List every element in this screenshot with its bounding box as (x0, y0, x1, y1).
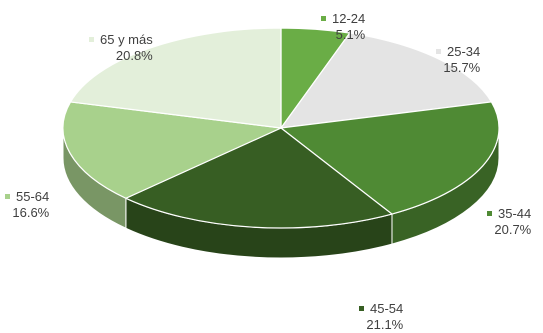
pie-slice-35-44 (279, 101, 500, 215)
slice-name-label: 12-24 (332, 11, 365, 26)
slice-name-label: 45-54 (370, 301, 403, 316)
pie-slice-45-54 (124, 127, 394, 229)
slice-value-label: 20.7% (494, 222, 531, 237)
slice-value-label: 15.7% (443, 60, 480, 75)
pie-slice-65-y-más (69, 27, 282, 129)
pie-tops (62, 27, 500, 229)
slice-name-label: 65 y más (100, 32, 153, 47)
slice-name-label: 25-34 (447, 44, 480, 59)
slice-value-label: 16.6% (12, 205, 49, 220)
pie-slice-25-34 (279, 32, 493, 129)
slice-name-label: 35-44 (498, 206, 531, 221)
slice-value-label: 21.1% (366, 317, 403, 332)
slice-name-label: 55-64 (16, 189, 49, 204)
legend-marker (436, 49, 441, 54)
legend-marker (5, 194, 10, 199)
slice-value-label: 20.8% (116, 48, 153, 63)
legend-marker (487, 211, 492, 216)
legend-marker (359, 306, 364, 311)
slice-value-label: 5.1% (336, 27, 366, 42)
legend-marker (89, 37, 94, 42)
legend-marker (321, 16, 326, 21)
data-label-12-24: 12-245.1% (321, 11, 366, 42)
pie-slice-55-64 (62, 101, 284, 199)
